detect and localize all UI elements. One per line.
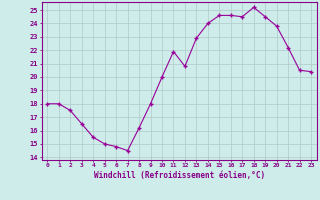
X-axis label: Windchill (Refroidissement éolien,°C): Windchill (Refroidissement éolien,°C) bbox=[94, 171, 265, 180]
